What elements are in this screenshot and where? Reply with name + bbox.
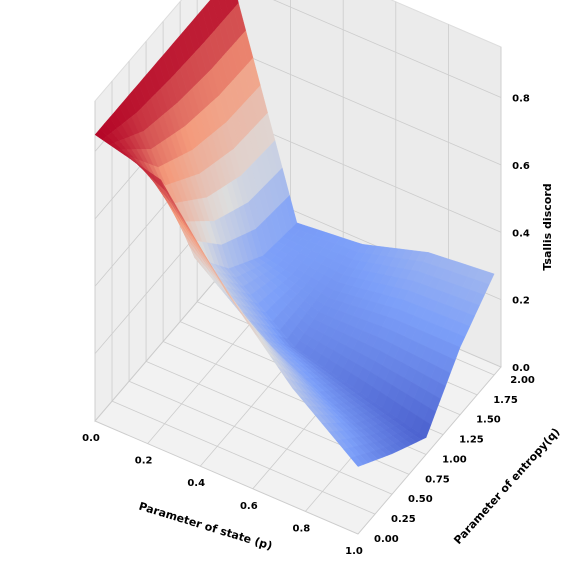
surface-patch bbox=[350, 456, 364, 467]
x-tick-label: 0.6 bbox=[240, 501, 258, 512]
z-tick-label: 0.6 bbox=[512, 161, 530, 172]
y-tick-label: 1.00 bbox=[442, 455, 467, 466]
y-tick-label: 0.00 bbox=[374, 534, 399, 545]
z-tick-label: 0.4 bbox=[512, 228, 530, 239]
z-axis-label: Tsallis discord bbox=[541, 183, 554, 270]
x-tick-label: 0.2 bbox=[135, 456, 153, 467]
x-tick-label: 0.4 bbox=[187, 478, 205, 489]
grid-line-z bbox=[94, 253, 239, 422]
y-tick-label: 2.00 bbox=[510, 375, 535, 386]
y-tick-label: 1.75 bbox=[493, 395, 518, 406]
grid-line-y bbox=[94, 420, 359, 535]
x-tick-label: 0.0 bbox=[82, 433, 100, 444]
x-tick-label: 1.0 bbox=[345, 546, 363, 557]
y-tick-label: 0.25 bbox=[391, 514, 416, 525]
y-tick-label: 0.75 bbox=[425, 474, 450, 485]
y-tick-label: 1.50 bbox=[476, 415, 501, 426]
y-tick-label: 0.50 bbox=[408, 494, 433, 505]
surface-mesh bbox=[94, 0, 495, 467]
grid-line-z bbox=[273, 0, 502, 98]
grid-line-y bbox=[111, 400, 376, 515]
grid-line-z bbox=[237, 118, 502, 233]
grid-line-z bbox=[237, 51, 502, 166]
z-tick-label: 0.8 bbox=[512, 94, 530, 105]
y-tick-label: 1.25 bbox=[459, 435, 484, 446]
z-tick-label: 0.2 bbox=[512, 296, 530, 307]
tick-labels: 0.0 0.2 0.4 0.6 0.8 1.0 0.00 0.25 0.50 0.75 1.00 1.… bbox=[82, 94, 535, 558]
x-tick-label: 0.8 bbox=[293, 523, 311, 534]
z-tick-label: 0.0 bbox=[512, 363, 530, 374]
grid-line-y bbox=[128, 380, 393, 495]
